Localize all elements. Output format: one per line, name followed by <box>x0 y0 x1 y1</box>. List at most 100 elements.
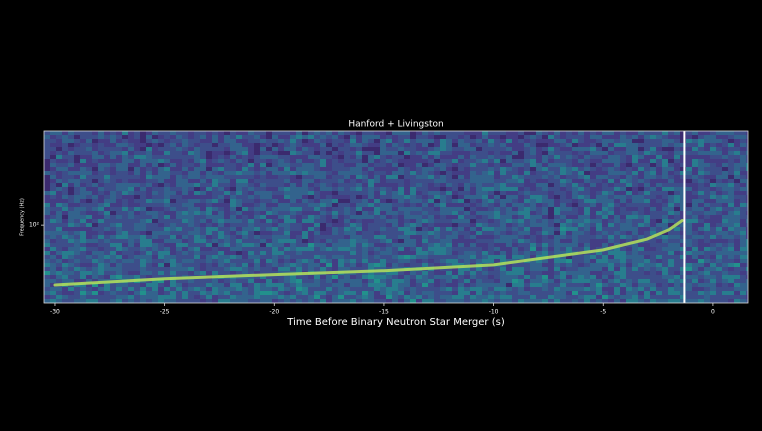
noise-cell <box>110 263 116 267</box>
noise-cell <box>578 131 584 135</box>
noise-cell <box>272 131 278 135</box>
noise-cell <box>728 287 734 291</box>
noise-cell <box>206 263 212 267</box>
noise-cell <box>260 163 266 167</box>
noise-cell <box>308 139 314 143</box>
noise-cell <box>740 267 746 271</box>
noise-cell <box>380 295 386 299</box>
noise-cell <box>500 175 506 179</box>
noise-cell <box>368 251 374 255</box>
noise-cell <box>326 167 332 171</box>
noise-cell <box>44 259 50 263</box>
noise-cell <box>656 255 662 259</box>
noise-cell <box>698 271 704 275</box>
noise-cell <box>320 199 326 203</box>
noise-cell <box>722 283 728 287</box>
noise-cell <box>260 203 266 207</box>
noise-cell <box>56 195 62 199</box>
noise-cell <box>698 163 704 167</box>
noise-cell <box>620 259 626 263</box>
noise-cell <box>488 135 494 139</box>
noise-cell <box>620 235 626 239</box>
noise-cell <box>446 275 452 279</box>
noise-cell <box>506 171 512 175</box>
noise-cell <box>356 175 362 179</box>
noise-cell <box>170 223 176 227</box>
noise-cell <box>248 283 254 287</box>
noise-cell <box>440 243 446 247</box>
noise-cell <box>404 251 410 255</box>
noise-cell <box>428 203 434 207</box>
noise-cell <box>632 143 638 147</box>
noise-cell <box>452 259 458 263</box>
noise-cell <box>506 147 512 151</box>
noise-cell <box>62 247 68 251</box>
noise-cell <box>218 179 224 183</box>
noise-cell <box>494 287 500 291</box>
noise-cell <box>488 183 494 187</box>
noise-cell <box>116 183 122 187</box>
noise-cell <box>254 239 260 243</box>
noise-cell <box>476 139 482 143</box>
noise-cell <box>416 151 422 155</box>
noise-cell <box>740 147 746 151</box>
noise-cell <box>164 259 170 263</box>
noise-cell <box>320 175 326 179</box>
noise-cell <box>98 267 104 271</box>
noise-cell <box>632 179 638 183</box>
noise-cell <box>356 207 362 211</box>
noise-cell <box>560 183 566 187</box>
noise-cell <box>206 259 212 263</box>
noise-cell <box>134 211 140 215</box>
noise-cell <box>296 263 302 267</box>
noise-cell <box>608 175 614 179</box>
noise-cell <box>602 171 608 175</box>
noise-cell <box>488 223 494 227</box>
noise-cell <box>560 295 566 299</box>
noise-cell <box>374 191 380 195</box>
noise-cell <box>50 143 56 147</box>
noise-cell <box>68 199 74 203</box>
noise-cell <box>620 143 626 147</box>
noise-cell <box>320 275 326 279</box>
noise-cell <box>194 211 200 215</box>
noise-cell <box>236 195 242 199</box>
noise-cell <box>290 207 296 211</box>
noise-cell <box>152 291 158 295</box>
noise-cell <box>50 167 56 171</box>
noise-cell <box>716 211 722 215</box>
noise-cell <box>740 159 746 163</box>
noise-cell <box>590 219 596 223</box>
noise-cell <box>398 163 404 167</box>
noise-cell <box>434 163 440 167</box>
noise-cell <box>74 223 80 227</box>
noise-cell <box>560 259 566 263</box>
noise-cell <box>164 267 170 271</box>
noise-cell <box>56 235 62 239</box>
noise-cell <box>350 291 356 295</box>
noise-cell <box>410 239 416 243</box>
noise-cell <box>602 279 608 283</box>
noise-cell <box>608 223 614 227</box>
noise-cell <box>668 179 674 183</box>
noise-cell <box>542 191 548 195</box>
noise-cell <box>338 231 344 235</box>
noise-cell <box>356 251 362 255</box>
noise-cell <box>590 131 596 135</box>
noise-cell <box>242 183 248 187</box>
noise-cell <box>218 239 224 243</box>
noise-cell <box>698 155 704 159</box>
noise-cell <box>536 207 542 211</box>
noise-cell <box>572 231 578 235</box>
noise-cell <box>260 255 266 259</box>
noise-cell <box>728 131 734 135</box>
noise-cell <box>224 167 230 171</box>
noise-cell <box>206 183 212 187</box>
noise-cell <box>554 287 560 291</box>
noise-cell <box>668 231 674 235</box>
noise-cell <box>488 291 494 295</box>
noise-cell <box>512 287 518 291</box>
noise-cell <box>218 139 224 143</box>
noise-cell <box>554 259 560 263</box>
noise-cell <box>362 251 368 255</box>
